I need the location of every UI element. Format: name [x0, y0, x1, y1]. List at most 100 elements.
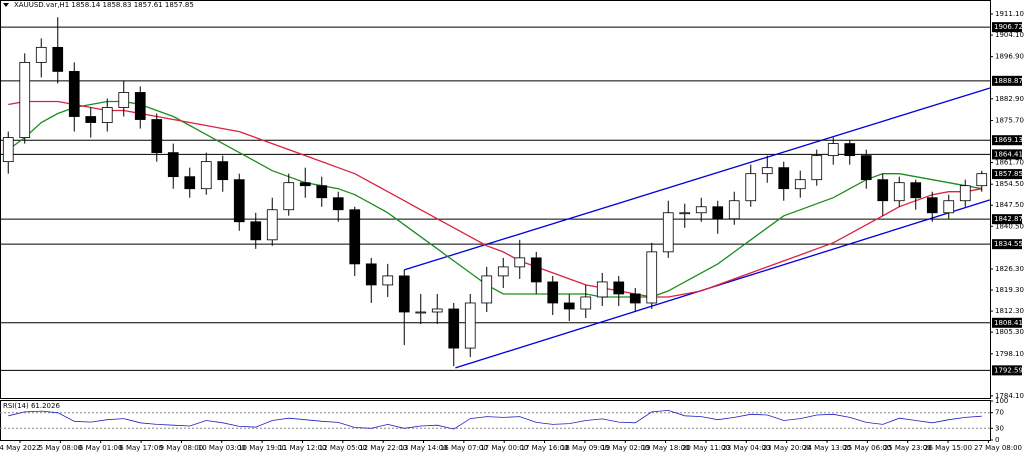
candle-body: [629, 293, 641, 304]
candle-body: [695, 206, 707, 214]
candle-body: [217, 161, 229, 181]
candle-body: [761, 167, 773, 175]
rsi-tick-label: 0: [995, 436, 999, 444]
candle-body: [464, 302, 476, 349]
candle-body: [497, 266, 509, 277]
x-tick-label: 13 May 14:00: [399, 444, 447, 452]
level-label: 1808.41: [994, 319, 1023, 327]
x-tick-label: 19 May 18:00: [642, 444, 690, 452]
x-tick-label: 27 May 08:00: [974, 444, 1022, 452]
rsi-line: [8, 409, 982, 430]
x-tick-label: 25 May 06:00: [843, 444, 891, 452]
candle-body: [530, 257, 542, 283]
level-label-box: [992, 22, 1022, 33]
level-label-box: [992, 214, 1022, 225]
candle-body: [316, 185, 328, 199]
candle-body: [596, 281, 608, 298]
candle-body: [134, 92, 146, 120]
candle-body: [844, 143, 856, 157]
candle-body: [250, 221, 262, 241]
candle-body: [365, 263, 377, 286]
candle-body: [926, 197, 938, 214]
trend-line: [455, 199, 991, 369]
candle-body: [547, 281, 559, 304]
rsi-title: RSI(14) 61.2026: [3, 402, 60, 410]
candle-body: [299, 182, 311, 187]
level-label-box: [992, 135, 1022, 146]
candle-body: [728, 200, 740, 220]
y-tick-label: 1854.50: [995, 180, 1024, 188]
level-label: 1792.59: [994, 366, 1023, 374]
candle-body: [613, 281, 625, 295]
candle-body: [860, 155, 872, 181]
candle-body: [976, 173, 988, 187]
x-tick-label: 20 May 11:00: [682, 444, 730, 452]
candle-body: [811, 155, 823, 181]
candle-body: [481, 275, 493, 304]
candle-body: [349, 209, 361, 265]
x-tick-label: 6 May 01:00: [79, 444, 123, 452]
x-tick-label: 12 May 22:00: [359, 444, 407, 452]
moving-average: [7, 100, 982, 298]
rsi-tick-label: 30: [995, 424, 1004, 432]
level-label-box: [992, 149, 1022, 160]
trend-line: [404, 87, 991, 271]
candle-body: [52, 46, 64, 72]
level-label: 1869.13: [994, 136, 1023, 144]
candle-body: [827, 143, 839, 157]
x-tick-label: 16 May 07:00: [440, 444, 488, 452]
candle-body: [580, 296, 592, 310]
rsi-tick-label: 70: [995, 409, 1004, 417]
candle-body: [398, 275, 410, 313]
level-label: 1864.41: [994, 150, 1023, 158]
y-tick-label: 1784.10: [995, 392, 1024, 400]
y-tick-label: 1861.70: [995, 159, 1024, 167]
candle-body: [514, 257, 526, 268]
main-panel: [0, 0, 991, 399]
y-tick-label: 1911.10: [995, 10, 1024, 18]
chart-title: XAUUSD.var,H1 1858.14 1858.83 1857.61 18…: [14, 1, 194, 9]
y-tick-label: 1896.90: [995, 53, 1024, 61]
candle-body: [662, 212, 674, 253]
candle-body: [448, 308, 460, 349]
level-label: 1888.87: [994, 77, 1023, 85]
candle-body: [167, 152, 179, 178]
x-tick-label: 5 May 08:00: [39, 444, 83, 452]
rsi-tick-label: 100: [995, 397, 1008, 405]
level-label-box: [992, 239, 1022, 250]
level-label-box: [992, 75, 1022, 86]
candle-body: [2, 137, 14, 163]
y-tick-label: 1882.90: [995, 95, 1024, 103]
y-tick-label: 1826.30: [995, 265, 1024, 273]
y-tick-label: 1840.50: [995, 222, 1024, 230]
x-tick-label: 10 May 19:00: [238, 444, 286, 452]
x-tick-label: 4 May 2022: [0, 444, 41, 452]
candle-body: [712, 206, 724, 220]
candle-body: [35, 46, 47, 63]
moving-average: [8, 100, 982, 298]
x-tick-label: 17 May 16:00: [521, 444, 569, 452]
candle-body: [877, 179, 889, 202]
candle-body: [431, 308, 443, 313]
y-tick-label: 1798.10: [995, 350, 1024, 358]
x-tick-label: 11 May 12:00: [278, 444, 326, 452]
level-label-box: [992, 365, 1022, 376]
rsi-panel: [0, 400, 991, 441]
x-tick-label: 12 May 05:00: [319, 444, 367, 452]
x-tick-label: 6 May 17:00: [119, 444, 163, 452]
candle-body: [101, 107, 113, 123]
level-label: 1906.72: [994, 23, 1023, 31]
level-label: 1842.87: [994, 215, 1023, 223]
current-price-box: [992, 169, 1022, 180]
candle-body: [233, 179, 245, 223]
x-tick-label: 23 May 04:00: [722, 444, 770, 452]
candle-body: [283, 182, 295, 211]
candle-body: [943, 200, 955, 214]
candle-body: [910, 182, 922, 199]
candle-body: [646, 251, 658, 304]
x-tick-label: 24 May 13:00: [803, 444, 851, 452]
level-label-box: [992, 317, 1022, 328]
y-tick-label: 1819.30: [995, 286, 1024, 294]
candle-body: [794, 179, 806, 190]
x-tick-label: 17 May 00:00: [480, 444, 528, 452]
